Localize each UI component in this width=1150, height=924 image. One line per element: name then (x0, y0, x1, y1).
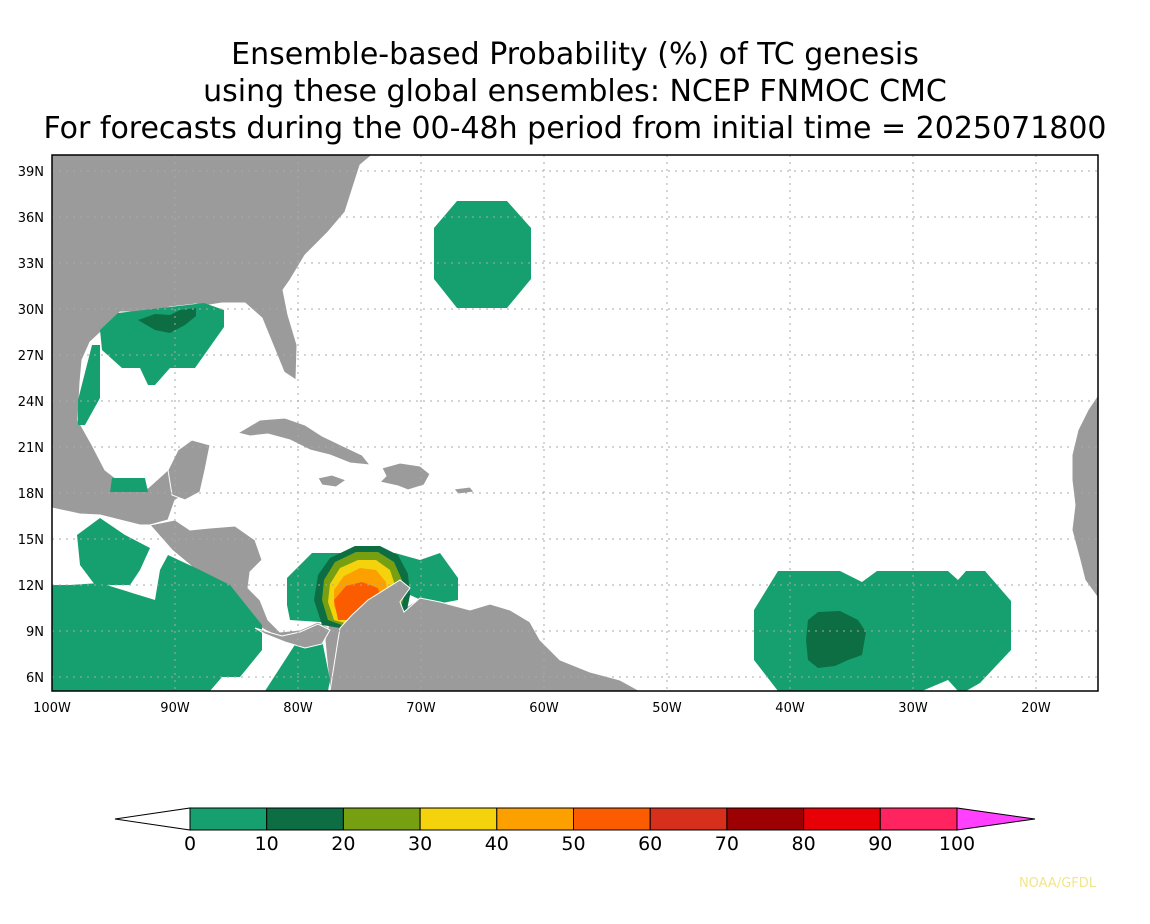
lon-tick-label: 80W (283, 701, 313, 716)
colorbar-label: 20 (331, 833, 355, 855)
colorbar-box (726, 807, 805, 831)
lon-tick-label: 40W (775, 701, 805, 716)
lat-tick-label: 24N (18, 395, 44, 410)
prob-area-pacific (52, 555, 262, 691)
colorbar-box (342, 807, 421, 831)
land-south-america-overlay (329, 579, 641, 691)
prob-area-mexico-east (78, 345, 100, 425)
colorbar-box (189, 807, 268, 831)
colorbar-low-arrow (114, 807, 191, 831)
land-yucatan (167, 439, 211, 501)
map-grid (52, 155, 1098, 691)
lon-tick-label: 20W (1021, 701, 1051, 716)
prob-area-gulf (100, 303, 224, 385)
lon-tick-label: 50W (652, 701, 682, 716)
lat-tick-label: 27N (18, 349, 44, 364)
lat-tick-label: 6N (26, 671, 44, 686)
colorbar-high-arrow (956, 807, 1036, 831)
lon-tick-label: 90W (160, 701, 190, 716)
lon-tick-label: 30W (898, 701, 928, 716)
credit-text: NOAA/GFDL (1019, 876, 1097, 891)
prob-area-east-atlantic (754, 571, 1011, 691)
lat-tick-label: 15N (18, 533, 44, 548)
probability-fields (52, 201, 1011, 691)
title-line-1: Ensemble-based Probability (%) of TC gen… (231, 37, 919, 72)
colorbar-box (266, 807, 344, 831)
colorbar-box (803, 807, 881, 831)
colorbar-box (649, 807, 728, 831)
colorbar-boxes (189, 807, 958, 831)
land-jamaica (317, 474, 348, 488)
land-hispaniola (379, 462, 431, 491)
colorbar-box (496, 807, 574, 831)
colorbar-label: 90 (868, 833, 892, 855)
lat-tick-label: 36N (18, 211, 44, 226)
colorbar-label: 100 (939, 833, 975, 855)
land-africa (1071, 394, 1098, 599)
colorbar-box (419, 807, 498, 831)
lat-tick-label: 21N (18, 441, 44, 456)
prob-area-panama-south (265, 640, 330, 691)
land-puerto-rico (453, 486, 475, 495)
title-line-3: For forecasts during the 00-48h period f… (43, 111, 1106, 146)
prob-area-atlantic-north (434, 201, 531, 308)
lat-tick-label: 30N (18, 303, 44, 318)
lat-tick-label: 39N (18, 165, 44, 180)
lon-axis: 100W 90W 80W 70W 60W 50W 40W 30W 20W (33, 701, 1051, 716)
colorbar-label: 40 (485, 833, 509, 855)
colorbar-label: 50 (561, 833, 585, 855)
lon-tick-label: 100W (33, 701, 71, 716)
colorbar-label: 70 (715, 833, 739, 855)
map-area (52, 155, 1098, 691)
colorbar-label: 80 (792, 833, 816, 855)
lat-axis: 39N 36N 33N 30N 27N 24N 21N 18N 15N 12N … (18, 165, 44, 686)
colorbar-box (573, 807, 651, 831)
map-frame (51, 154, 1099, 692)
colorbar-box (879, 807, 958, 831)
lat-tick-label: 18N (18, 487, 44, 502)
colorbar: 0 10 20 30 40 50 60 70 80 90 100 (114, 807, 1036, 855)
lon-tick-label: 70W (406, 701, 436, 716)
prob-area-gulf-core (138, 308, 196, 333)
prob-area-east-atlantic-core (806, 611, 866, 668)
lat-tick-label: 12N (18, 579, 44, 594)
lat-tick-label: 9N (26, 625, 44, 640)
land-central-america-overlay (254, 623, 331, 649)
title-line-2: using these global ensembles: NCEP FNMOC… (203, 74, 947, 109)
colorbar-labels: 0 10 20 30 40 50 60 70 80 90 100 (184, 833, 975, 855)
lon-tick-label: 60W (529, 701, 559, 716)
colorbar-label: 30 (408, 833, 432, 855)
prob-area-gulf-tehuantepec (77, 518, 150, 585)
land-cuba (236, 417, 372, 466)
lat-tick-label: 33N (18, 257, 44, 272)
colorbar-label: 0 (184, 833, 196, 855)
colorbar-label: 10 (255, 833, 279, 855)
colorbar-label: 60 (638, 833, 662, 855)
land-north-america (52, 155, 373, 526)
prob-area-bay-campeche (110, 478, 148, 492)
